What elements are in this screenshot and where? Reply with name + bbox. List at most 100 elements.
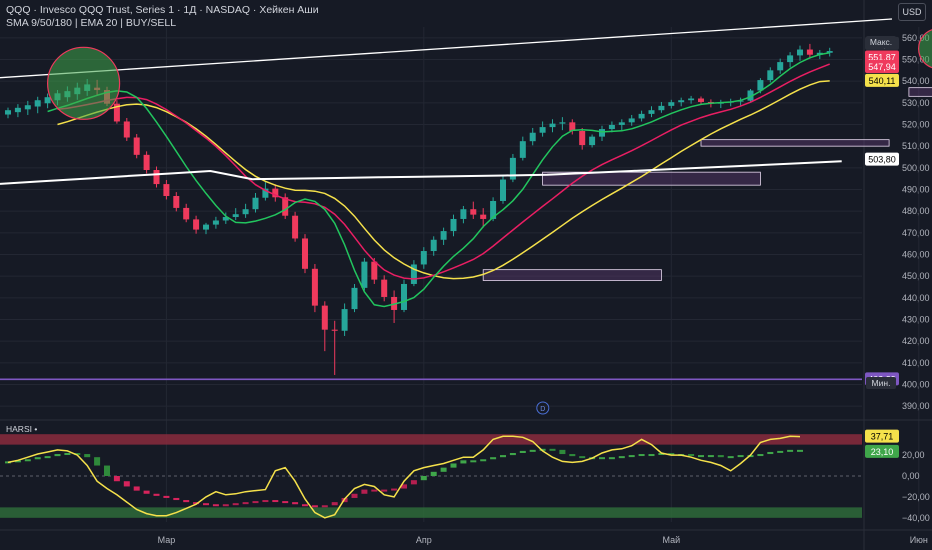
oscillator-bar (351, 493, 358, 498)
y-axis-tick-label: 410,00 (902, 358, 930, 368)
candle (678, 100, 685, 103)
oscillator-bar (698, 455, 704, 458)
oscillator-bar (64, 453, 71, 455)
candle (529, 132, 536, 142)
candle (341, 309, 348, 331)
oscillator-bar (14, 460, 21, 463)
indicators-legend[interactable]: SMA 9/50/180 | EMA 20 | BUY/SELL (6, 17, 177, 29)
current-price-label: 551,87 (868, 52, 896, 62)
support-zone (542, 171, 761, 186)
candle (509, 157, 516, 180)
oscillator-bar (608, 457, 615, 460)
oscillator-bar (54, 454, 61, 457)
sma9-line (47, 52, 830, 308)
oscillator-band (0, 507, 862, 518)
oscillator-tick-label: 20,00 (902, 450, 925, 460)
y-axis-tick-label: 450,00 (902, 271, 930, 281)
candle (351, 287, 358, 310)
candle (222, 217, 229, 221)
candle (212, 220, 219, 225)
harsi-legend[interactable]: HARSI • (6, 424, 38, 434)
candle (490, 200, 497, 219)
candle (361, 261, 368, 288)
candle (242, 209, 249, 215)
oscillator-bar (450, 463, 457, 468)
oscillator-bar (529, 449, 536, 452)
candle (173, 196, 180, 208)
currency-button[interactable]: USD (898, 3, 926, 21)
candle (589, 136, 596, 146)
candle (797, 49, 803, 56)
candle (549, 123, 556, 128)
candle (311, 268, 318, 306)
dividend-marker-label: D (540, 406, 545, 413)
candle (381, 279, 388, 297)
candle (658, 105, 665, 111)
oscillator-bar (648, 454, 655, 457)
oscillator-band (0, 434, 862, 445)
oscillator-bar (381, 489, 388, 492)
y-axis-tick-label: 560,00 (902, 33, 930, 43)
y-axis-tick-label: 500,00 (902, 163, 930, 173)
candle (262, 188, 269, 198)
candle (34, 100, 41, 107)
y-axis-tick-label: 540,00 (902, 76, 930, 86)
rsi-line (7, 435, 801, 519)
candle (321, 305, 328, 330)
oscillator-bar (401, 484, 407, 489)
candle (44, 97, 51, 104)
oscillator-bar (361, 489, 368, 494)
oscillator-bar (123, 481, 130, 487)
candle (608, 124, 615, 130)
oscillator-bar (430, 471, 437, 476)
oscillator-bar (262, 500, 269, 503)
oscillator-bar (193, 502, 200, 505)
oscillator-bar (420, 476, 427, 481)
oscillator-bar (252, 501, 259, 504)
trendline (0, 18, 893, 79)
price-tag (865, 152, 899, 166)
oscillator-bar (618, 456, 625, 459)
y-axis-tick-label: 460,00 (902, 250, 930, 260)
candle (806, 49, 813, 55)
oscillator-bar (302, 504, 308, 507)
candle (24, 105, 31, 110)
oscillator-bar (638, 454, 645, 457)
candle (579, 131, 586, 146)
y-axis-tick-label: 550,00 (902, 55, 930, 65)
oscillator-bar (24, 459, 31, 462)
oscillator-bar (183, 500, 190, 503)
candle (569, 122, 576, 131)
candle (163, 184, 170, 196)
rsi-value-label: 37,71 (871, 432, 894, 442)
candle (232, 214, 239, 218)
candle (282, 197, 289, 216)
oscillator-bar (460, 460, 467, 464)
oscillator-bar (94, 457, 101, 466)
y-axis-tick-label: 430,00 (902, 315, 930, 325)
oscillator-bar (34, 457, 41, 460)
candle (430, 239, 437, 252)
candle (737, 100, 744, 102)
candle (688, 98, 695, 101)
oscillator-bar (549, 448, 556, 451)
y-axis-tick-label: 470,00 (902, 228, 930, 238)
oscillator-tick-label: −20,00 (902, 492, 930, 502)
oscillator-bar (212, 504, 219, 507)
candle (757, 80, 764, 91)
y-axis-tick-label: 400,00 (902, 380, 930, 390)
candle (698, 98, 704, 102)
oscillator-bar (222, 504, 229, 507)
candle (143, 154, 150, 170)
candle (420, 251, 427, 265)
dividend-marker (536, 401, 550, 415)
support-zone (482, 269, 662, 281)
oscillator-bar (232, 503, 239, 506)
candle (113, 103, 120, 122)
osc-value-label: 23,10 (871, 447, 894, 457)
oscillator-tick-label: −40,00 (902, 513, 930, 523)
oscillator-bar (440, 467, 447, 472)
candle (410, 264, 417, 284)
oscillator-bar (757, 454, 764, 457)
